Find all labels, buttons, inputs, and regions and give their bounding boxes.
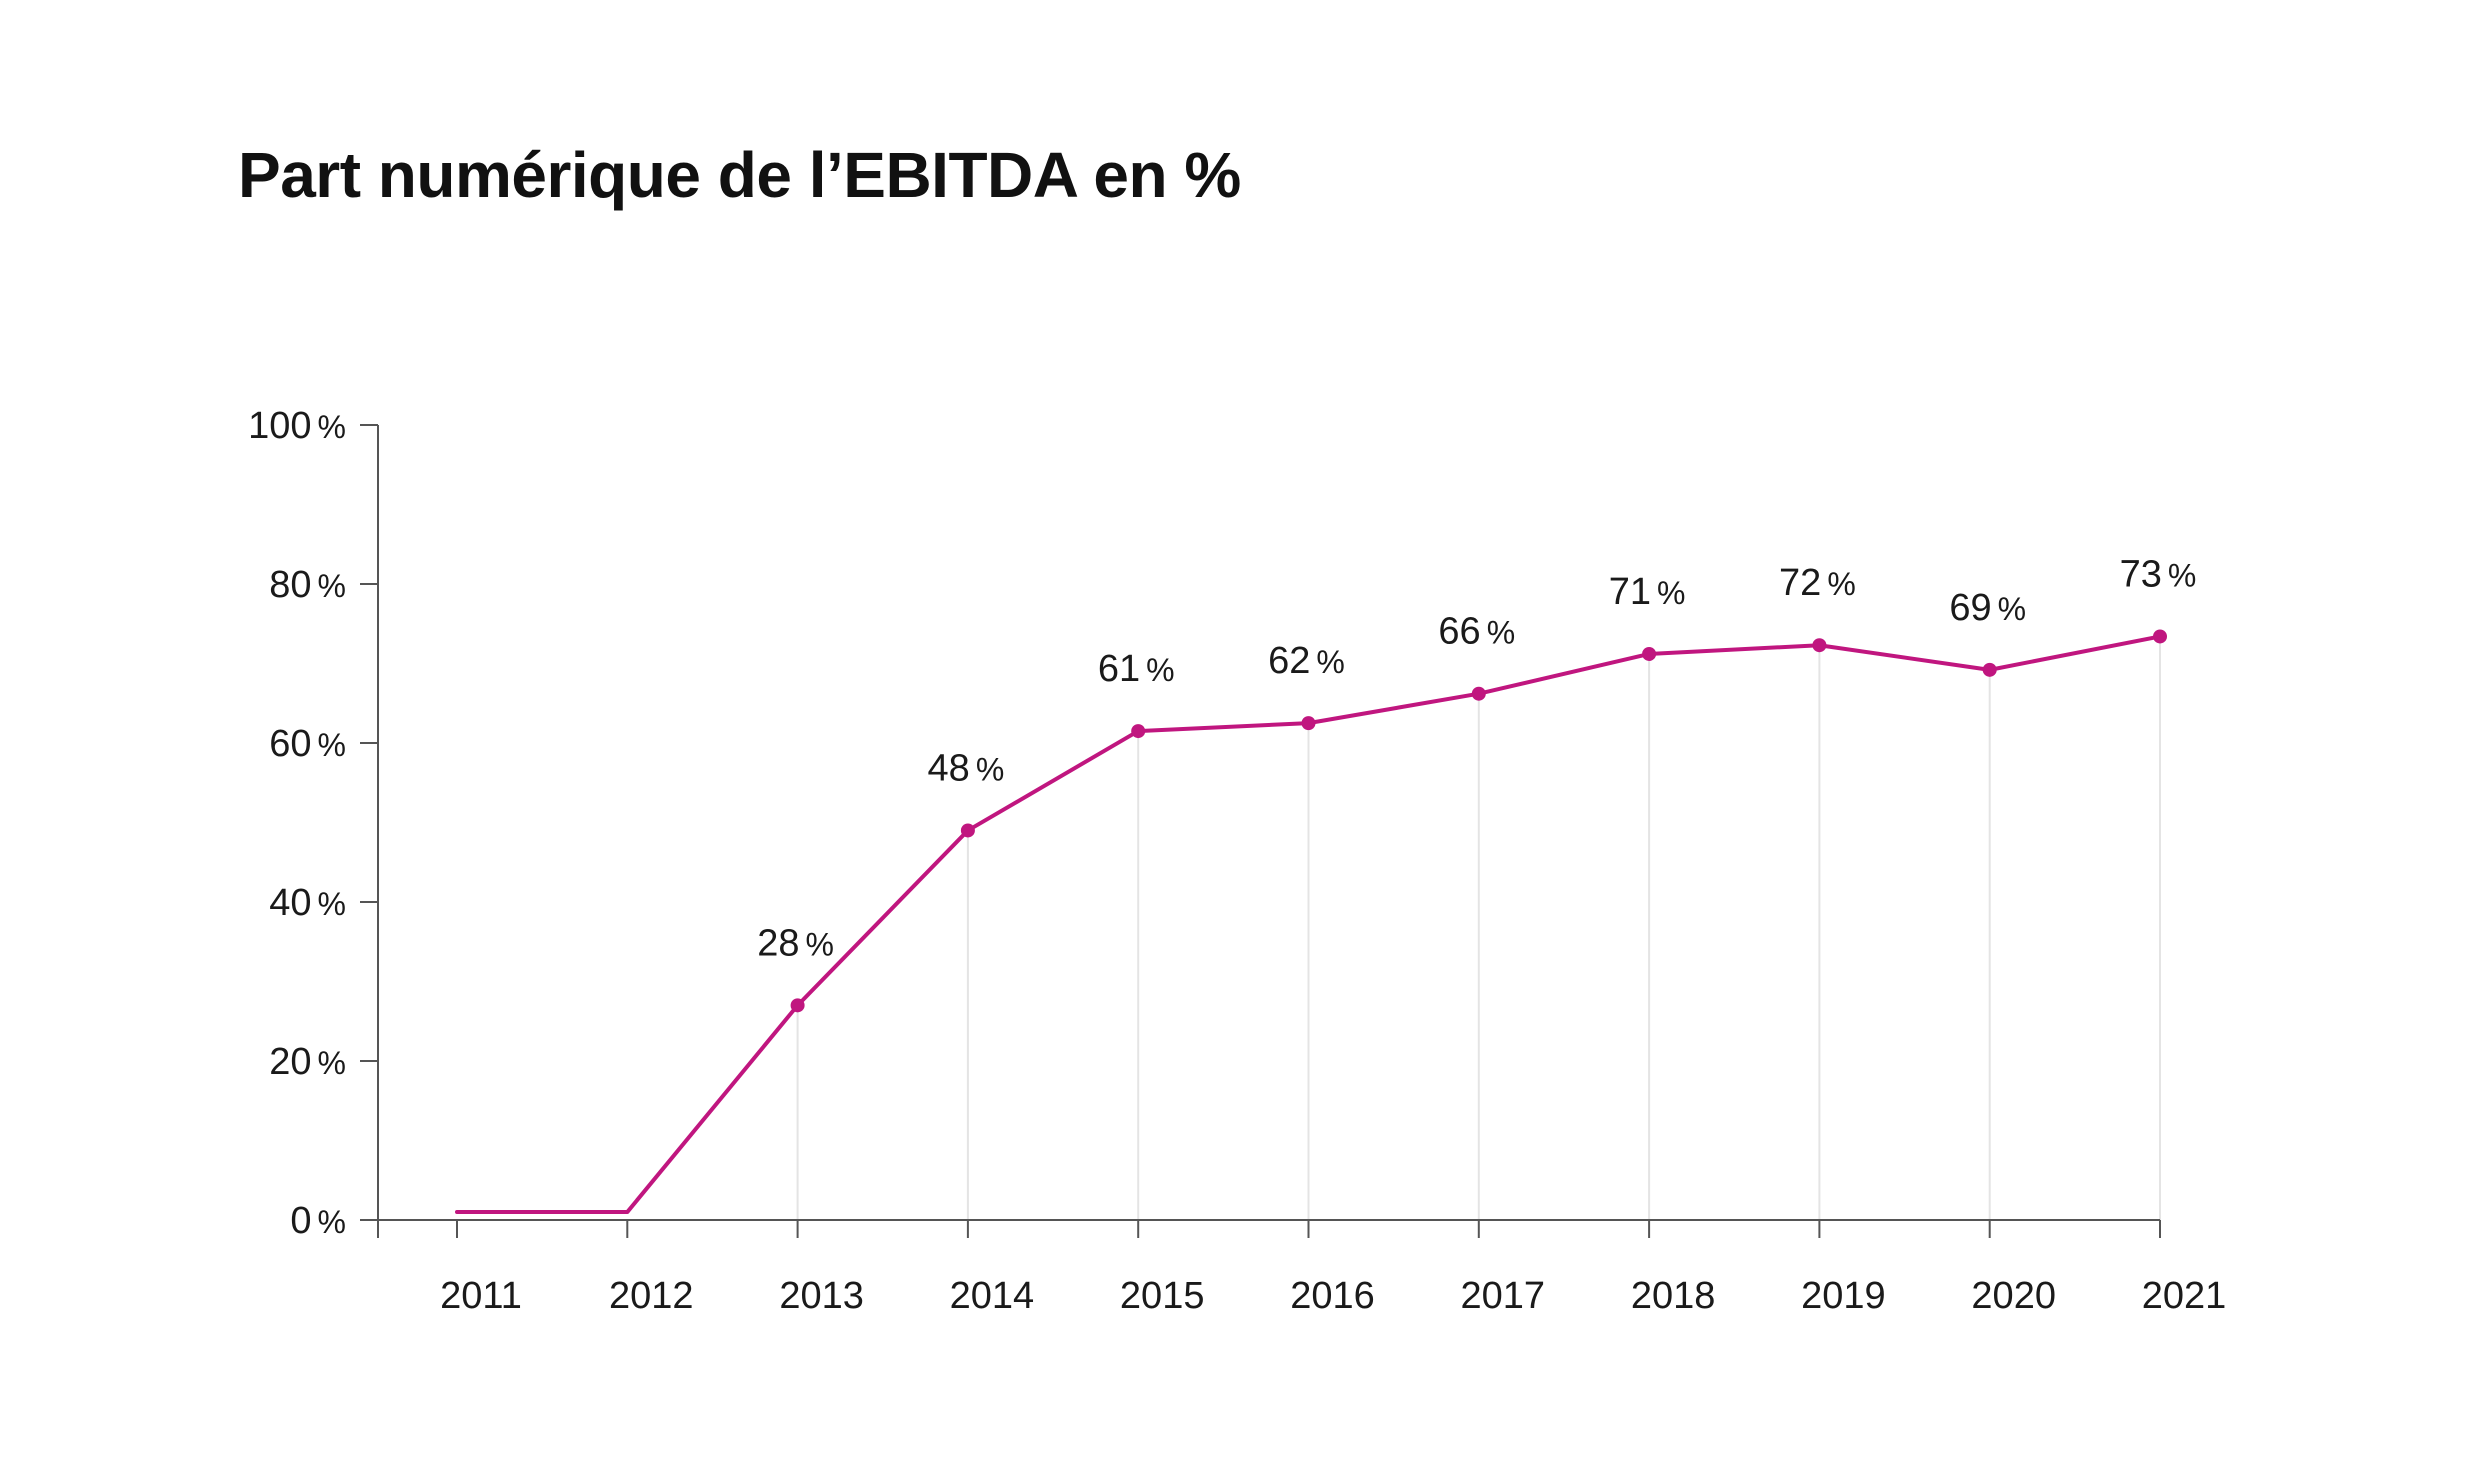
data-point: [2153, 629, 2167, 644]
data-point: [1642, 646, 1657, 661]
data-point: [1471, 686, 1486, 701]
x-tick-label: 2020: [1971, 1275, 2056, 1317]
x-tick-label: 2017: [1461, 1275, 1546, 1317]
data-point: [1301, 716, 1316, 731]
y-tick-label: 20%: [269, 1041, 346, 1083]
data-point: [1131, 724, 1146, 739]
x-tick-label: 2016: [1290, 1275, 1375, 1317]
data-label: 66%: [1438, 611, 1515, 653]
data-label: 62%: [1268, 640, 1345, 682]
y-axis-ticks: 0 % 20 % 40 % 60 % 80 % 100%: [248, 405, 378, 1242]
data-label: 28%: [757, 922, 834, 964]
y-tick-label: 0%: [290, 1200, 346, 1242]
y-tick-label: 80%: [269, 564, 346, 606]
x-tick-label: 2019: [1801, 1275, 1886, 1317]
y-tick-label: 40%: [269, 882, 346, 924]
grid-lines: [796, 636, 2161, 1220]
data-point: [960, 823, 975, 838]
series-line: [455, 629, 2167, 1215]
data-label: 72%: [1779, 562, 1856, 604]
axes: [360, 425, 2160, 1238]
x-tick-label: 2018: [1631, 1275, 1716, 1317]
data-labels: 28 % 48 % 61% 62 % 66 % 71% 72 % 69 % 73%: [757, 553, 2196, 964]
data-label: 61%: [1098, 648, 1175, 690]
data-label: 71%: [1609, 571, 1686, 613]
data-point: [1812, 638, 1827, 653]
data-point: [790, 998, 805, 1013]
x-axis-ticks: 2011 2012 2013 2014 2015 2016 2017 2018 2019 2020…: [440, 1220, 2226, 1317]
x-tick-label: 2012: [609, 1275, 694, 1317]
x-tick-label: 2011: [440, 1275, 522, 1317]
y-tick-label: 60%: [269, 723, 346, 765]
data-label: 73%: [2120, 553, 2197, 595]
data-label: 69%: [1949, 587, 2026, 629]
data-label: 48%: [928, 747, 1005, 789]
y-tick-label: 100%: [248, 405, 346, 447]
x-tick-label: 2014: [950, 1275, 1035, 1317]
x-tick-label: 2015: [1120, 1275, 1205, 1317]
x-tick-label: 2021: [2142, 1275, 2227, 1317]
chart-title: Part numérique de l’EBITDA en %: [238, 139, 1241, 211]
data-point: [1982, 662, 1997, 677]
x-tick-label: 2013: [779, 1275, 864, 1317]
